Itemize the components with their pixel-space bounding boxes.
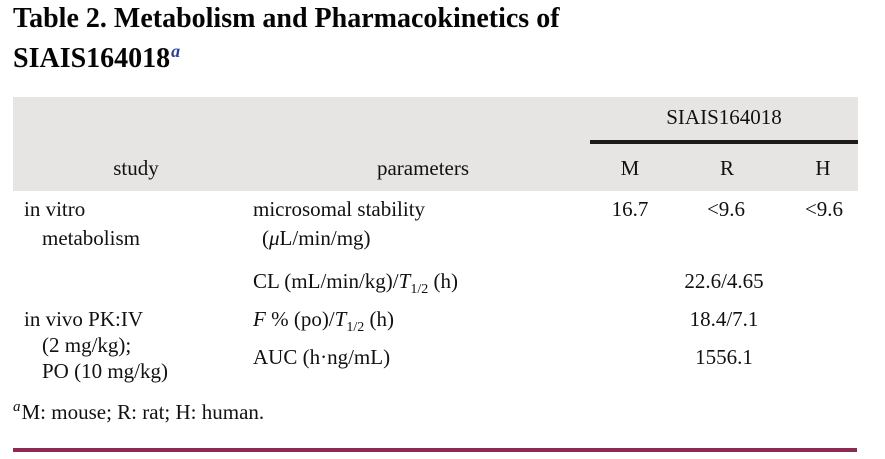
t-subscript: 1/2: [410, 282, 429, 297]
value-microsomal-mouse: 16.7: [611, 197, 649, 221]
param-f-thalf: F % (po)/T1/2 (h): [253, 307, 394, 335]
mu-symbol: μ: [269, 226, 280, 250]
footnote-marker: a: [13, 399, 21, 415]
value-cl-thalf: 22.6/4.65: [684, 269, 764, 293]
f-suffix: (h): [364, 307, 394, 331]
table-footnote: aM: mouse; R: rat; H: human.: [13, 399, 264, 425]
column-header-r: R: [719, 156, 734, 180]
footnote-text: M: mouse; R: rat; H: human.: [21, 400, 265, 424]
f-symbol: F: [253, 307, 266, 331]
param-cl-thalf: CL (mL/min/kg)/T1/2 (h): [253, 269, 458, 297]
compound-spanner-label: SIAIS164018: [666, 105, 782, 129]
t-symbol: T: [334, 307, 347, 331]
t-symbol: T: [398, 269, 411, 293]
cl-suffix: (h): [428, 269, 458, 293]
unit-text: L/min/mg): [279, 226, 371, 250]
value-auc: 1556.1: [695, 345, 753, 369]
param-microsomal-unit: (μL/min/mg): [262, 226, 371, 250]
column-header-h: H: [815, 156, 831, 180]
table-caption: Table 2. Metabolism and Pharmacokinetics…: [13, 2, 733, 75]
study-invitro-line1: in vitro: [24, 197, 86, 221]
caption-line-1: Table 2. Metabolism and Pharmacokinetics…: [13, 3, 560, 34]
f-mid: % (po)/: [265, 307, 335, 331]
column-header-m: M: [620, 156, 640, 180]
caption-compound-name: SIAIS164018: [13, 43, 171, 74]
study-invivo-line2: (2 mg/kg);: [42, 333, 132, 357]
param-auc: AUC (h·ng/mL): [253, 345, 391, 369]
value-microsomal-human: <9.6: [804, 197, 844, 221]
t-subscript: 1/2: [346, 320, 365, 335]
compound-spanner-rule: [590, 140, 858, 144]
caption-footnote-marker: a: [171, 41, 181, 61]
column-header-parameters: parameters: [376, 156, 470, 180]
study-invivo-line1: in vivo PK:IV: [24, 307, 144, 331]
unit-open-paren: (: [262, 226, 269, 250]
value-microsomal-rat: <9.6: [706, 197, 746, 221]
study-invitro-line2: metabolism: [42, 226, 140, 250]
column-header-study: study: [113, 156, 159, 180]
caption-line-2: SIAIS164018a: [13, 35, 733, 75]
value-f-thalf: 18.4/7.1: [689, 307, 759, 331]
cl-prefix: CL (mL/min/kg)/: [253, 269, 399, 293]
study-invivo-line3: PO (10 mg/kg): [42, 359, 168, 383]
table-header-band: SIAIS164018 study parameters M R H: [13, 97, 858, 191]
bottom-divider-rule: [13, 448, 857, 452]
param-microsomal-stability: microsomal stability: [253, 197, 426, 221]
